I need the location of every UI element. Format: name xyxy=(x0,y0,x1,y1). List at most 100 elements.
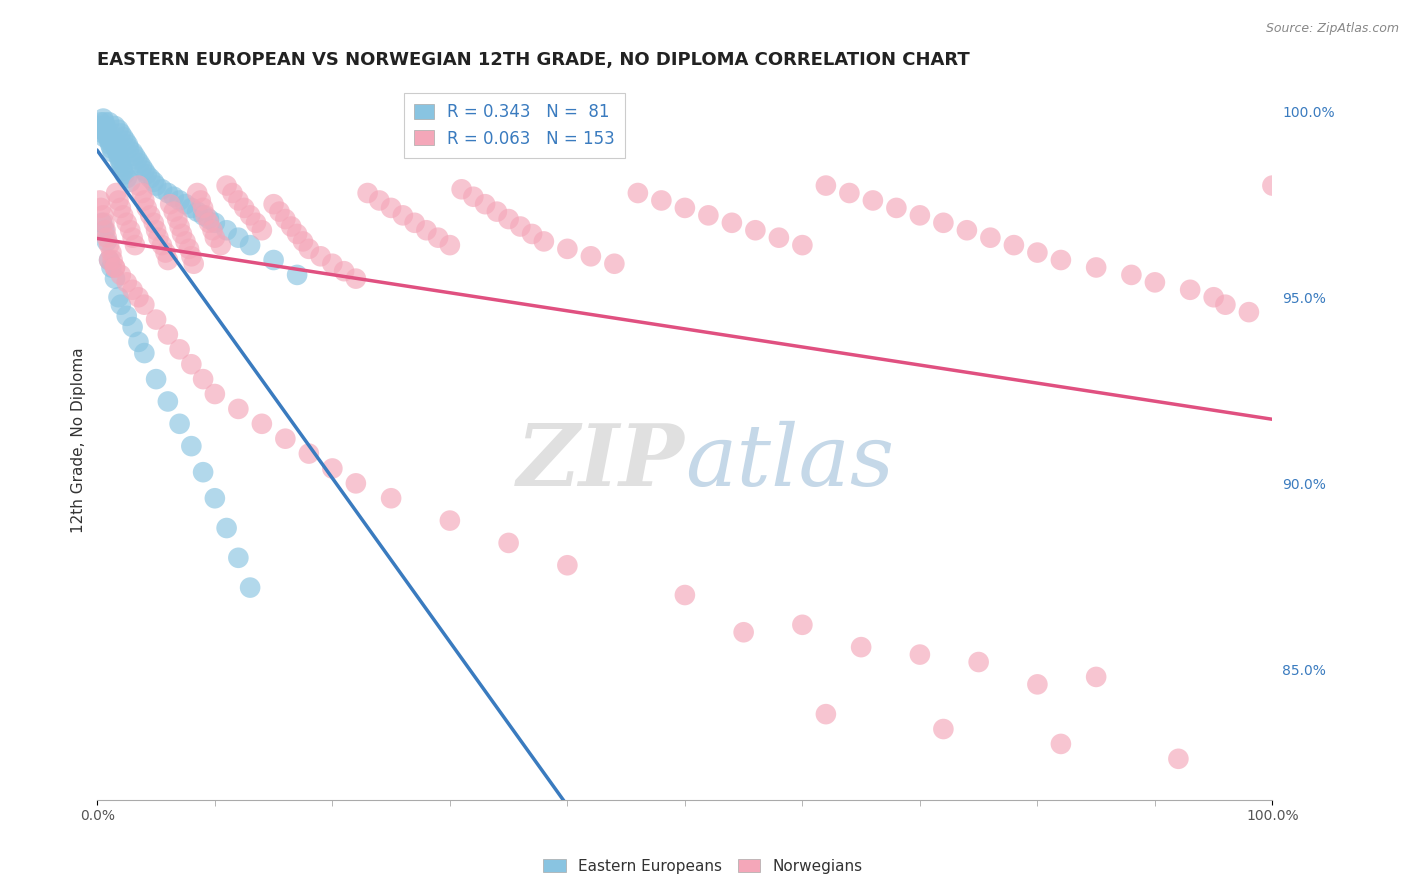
Point xyxy=(380,201,402,215)
Point xyxy=(120,175,142,189)
Point xyxy=(191,465,214,479)
Point xyxy=(104,271,127,285)
Point xyxy=(932,216,955,230)
Point xyxy=(134,298,156,312)
Point xyxy=(156,327,179,342)
Point xyxy=(1002,238,1025,252)
Point xyxy=(93,130,115,145)
Point xyxy=(321,257,343,271)
Point xyxy=(1026,677,1049,691)
Point xyxy=(155,245,177,260)
Point xyxy=(93,216,115,230)
Point xyxy=(333,264,356,278)
Point xyxy=(105,141,128,155)
Point xyxy=(180,439,202,453)
Point xyxy=(112,208,135,222)
Point xyxy=(93,115,115,129)
Point xyxy=(509,219,531,234)
Point xyxy=(96,127,118,141)
Point xyxy=(280,219,302,234)
Point xyxy=(91,127,114,141)
Point xyxy=(520,227,543,241)
Point xyxy=(392,208,415,222)
Point xyxy=(450,182,472,196)
Point xyxy=(107,290,129,304)
Point xyxy=(533,235,555,249)
Point xyxy=(177,242,200,256)
Point xyxy=(91,216,114,230)
Point xyxy=(215,223,238,237)
Point xyxy=(128,156,150,170)
Point xyxy=(415,223,437,237)
Point xyxy=(115,171,138,186)
Point xyxy=(228,230,250,244)
Point xyxy=(250,417,273,431)
Point xyxy=(263,253,285,268)
Point xyxy=(298,446,321,460)
Point xyxy=(186,186,208,200)
Point xyxy=(309,249,332,263)
Point xyxy=(215,521,238,535)
Point xyxy=(198,216,221,230)
Point xyxy=(498,536,520,550)
Point xyxy=(814,707,837,722)
Point xyxy=(1167,752,1189,766)
Point xyxy=(194,208,217,222)
Point xyxy=(90,115,112,129)
Point xyxy=(163,204,186,219)
Point xyxy=(209,238,232,252)
Point xyxy=(733,625,755,640)
Point xyxy=(886,201,908,215)
Point xyxy=(94,119,117,133)
Point xyxy=(104,260,127,275)
Point xyxy=(908,208,931,222)
Point xyxy=(1237,305,1260,319)
Point xyxy=(145,372,167,386)
Point xyxy=(169,219,191,234)
Point xyxy=(180,357,202,371)
Point xyxy=(127,178,149,193)
Point xyxy=(121,145,143,159)
Point xyxy=(121,230,143,244)
Point xyxy=(100,141,122,155)
Point xyxy=(98,115,121,129)
Point xyxy=(96,230,118,244)
Point xyxy=(245,216,267,230)
Point xyxy=(101,253,124,268)
Point xyxy=(100,260,122,275)
Point xyxy=(110,156,132,170)
Point xyxy=(131,186,153,200)
Point xyxy=(150,238,173,252)
Point xyxy=(298,242,321,256)
Point xyxy=(274,432,297,446)
Point xyxy=(110,201,132,215)
Point xyxy=(627,186,650,200)
Point xyxy=(191,208,214,222)
Point xyxy=(557,242,579,256)
Point xyxy=(166,212,188,227)
Point xyxy=(89,119,111,133)
Point xyxy=(134,346,156,360)
Point xyxy=(174,197,197,211)
Point xyxy=(115,276,138,290)
Point xyxy=(103,134,125,148)
Point xyxy=(344,271,367,285)
Point xyxy=(1121,268,1143,282)
Point xyxy=(104,137,127,152)
Point xyxy=(1261,178,1284,193)
Point xyxy=(111,160,134,174)
Point xyxy=(204,387,226,401)
Point xyxy=(156,186,179,200)
Point xyxy=(145,312,167,326)
Point xyxy=(104,260,127,275)
Point xyxy=(967,655,990,669)
Point xyxy=(91,122,114,136)
Point xyxy=(697,208,720,222)
Point xyxy=(439,238,461,252)
Point xyxy=(94,223,117,237)
Point xyxy=(862,194,884,208)
Point xyxy=(127,334,149,349)
Point xyxy=(380,491,402,506)
Point xyxy=(186,204,208,219)
Text: atlas: atlas xyxy=(685,421,894,503)
